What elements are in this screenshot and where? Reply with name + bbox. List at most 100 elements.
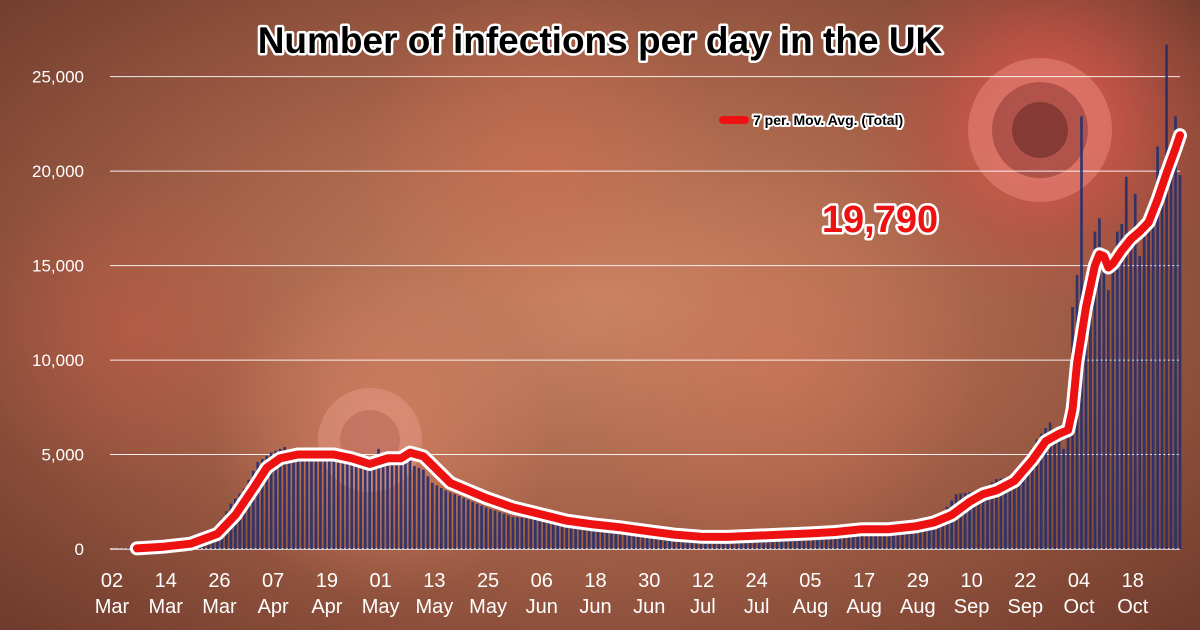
daily-case-bar xyxy=(686,537,689,549)
daily-case-bar xyxy=(251,470,255,549)
daily-case-bar xyxy=(274,450,277,549)
daily-case-bar xyxy=(910,524,913,549)
daily-case-bar xyxy=(802,533,806,549)
daily-case-bar xyxy=(690,537,694,549)
daily-case-bar xyxy=(296,454,300,549)
daily-case-bar xyxy=(1160,167,1164,549)
x-tick-day-label: 24 xyxy=(746,570,768,592)
y-axis-ticks: 0 5,000 10,000 15,000 20,000 25,000 xyxy=(32,68,84,559)
y-tick-label: 20,000 xyxy=(32,162,84,181)
x-tick-day-label: 01 xyxy=(369,570,391,592)
daily-case-bar xyxy=(887,528,891,549)
daily-case-bar xyxy=(798,533,801,549)
daily-case-bar xyxy=(892,527,895,549)
y-tick-label: 0 xyxy=(75,540,84,559)
daily-case-bar xyxy=(860,529,864,549)
daily-case-bar xyxy=(641,533,645,549)
daily-case-bar xyxy=(260,458,264,549)
x-tick-day-label: 05 xyxy=(799,570,821,592)
daily-case-bar xyxy=(395,462,398,549)
x-tick-month-label: Mar xyxy=(202,596,237,618)
x-tick-month-label: Aug xyxy=(900,596,936,618)
daily-case-bar xyxy=(623,530,627,549)
x-tick-day-label: 04 xyxy=(1068,570,1090,592)
x-tick-month-label: Mar xyxy=(148,596,183,618)
daily-case-bar xyxy=(619,530,622,549)
daily-case-bar xyxy=(1133,193,1137,550)
daily-case-bar xyxy=(547,520,551,549)
daily-case-bar xyxy=(1169,171,1173,549)
daily-case-bar xyxy=(918,521,922,549)
x-axis-ticks: 02 Mar 14 Mar 26 Mar 07 Apr 19 Apr 01 May 13 May 25 May… xyxy=(95,570,1149,618)
daily-case-bar xyxy=(1013,473,1016,549)
gridlines xyxy=(110,76,1180,550)
x-tick-day-label: 18 xyxy=(1122,570,1144,592)
daily-case-bar xyxy=(587,526,591,549)
daily-case-bar xyxy=(981,488,985,549)
moving-average-line xyxy=(129,128,1187,556)
daily-case-bar xyxy=(672,536,676,549)
daily-case-bar xyxy=(1138,256,1142,549)
x-tick-month-label: Oct xyxy=(1063,596,1095,618)
daily-case-bar xyxy=(328,453,331,549)
daily-case-bar xyxy=(354,461,358,549)
daily-case-bar xyxy=(914,523,918,549)
daily-case-bar xyxy=(417,467,421,549)
daily-case-bar xyxy=(820,531,824,549)
x-tick-day-label: 29 xyxy=(907,570,929,592)
daily-case-bar xyxy=(1151,197,1155,550)
x-tick-day-label: 22 xyxy=(1014,570,1036,592)
x-tick-month-label: Jul xyxy=(744,596,770,618)
daily-case-bar xyxy=(1120,224,1124,550)
daily-case-bar xyxy=(126,548,130,549)
daily-case-bar xyxy=(431,482,434,549)
daily-case-bar xyxy=(493,510,497,549)
daily-case-bar xyxy=(408,457,412,549)
daily-case-bar xyxy=(968,492,971,549)
daily-case-bar xyxy=(516,517,519,549)
daily-case-bar xyxy=(278,448,282,549)
x-tick-month-label: Jun xyxy=(633,596,665,618)
daily-case-bar xyxy=(1147,218,1151,549)
daily-case-bar xyxy=(869,528,873,549)
daily-case-bar xyxy=(1156,146,1159,549)
daily-case-bar xyxy=(1057,440,1061,549)
daily-case-bar xyxy=(677,536,680,549)
x-tick-month-label: Aug xyxy=(793,596,829,618)
x-tick-day-label: 26 xyxy=(208,570,230,592)
daily-case-bar xyxy=(824,531,828,549)
daily-case-bar xyxy=(838,530,842,549)
daily-case-bar xyxy=(404,448,407,549)
daily-case-bar xyxy=(283,446,286,549)
daily-case-bar xyxy=(386,465,389,549)
daily-case-bar xyxy=(542,519,546,549)
x-tick-day-label: 12 xyxy=(692,570,714,592)
daily-case-bar xyxy=(256,462,260,549)
daily-case-bar xyxy=(959,493,962,549)
x-tick-day-label: 14 xyxy=(155,570,177,592)
daily-case-bar xyxy=(314,453,318,549)
daily-case-bar xyxy=(525,517,528,549)
daily-case-bar xyxy=(498,512,501,549)
daily-case-bar xyxy=(578,525,582,549)
daily-case-bar xyxy=(247,479,251,549)
latest-value-annotation: 19,790 xyxy=(822,199,938,241)
daily-case-bar xyxy=(363,464,367,549)
daily-case-bar xyxy=(1084,293,1088,549)
x-tick-day-label: 13 xyxy=(423,570,445,592)
daily-case-bar xyxy=(784,534,788,549)
daily-case-bar xyxy=(372,456,376,549)
daily-case-bar xyxy=(489,509,492,549)
daily-case-bar xyxy=(426,476,430,549)
x-tick-month-label: Sep xyxy=(1008,596,1044,618)
daily-case-bar xyxy=(793,533,797,549)
daily-case-bar xyxy=(368,463,372,549)
daily-case-bar xyxy=(444,490,448,549)
daily-case-bar xyxy=(905,525,909,549)
moving-average-trace xyxy=(132,131,1184,553)
daily-case-bar xyxy=(511,516,515,549)
daily-case-bar xyxy=(359,465,363,549)
daily-case-bar xyxy=(238,493,242,549)
daily-case-bar xyxy=(1004,477,1007,549)
